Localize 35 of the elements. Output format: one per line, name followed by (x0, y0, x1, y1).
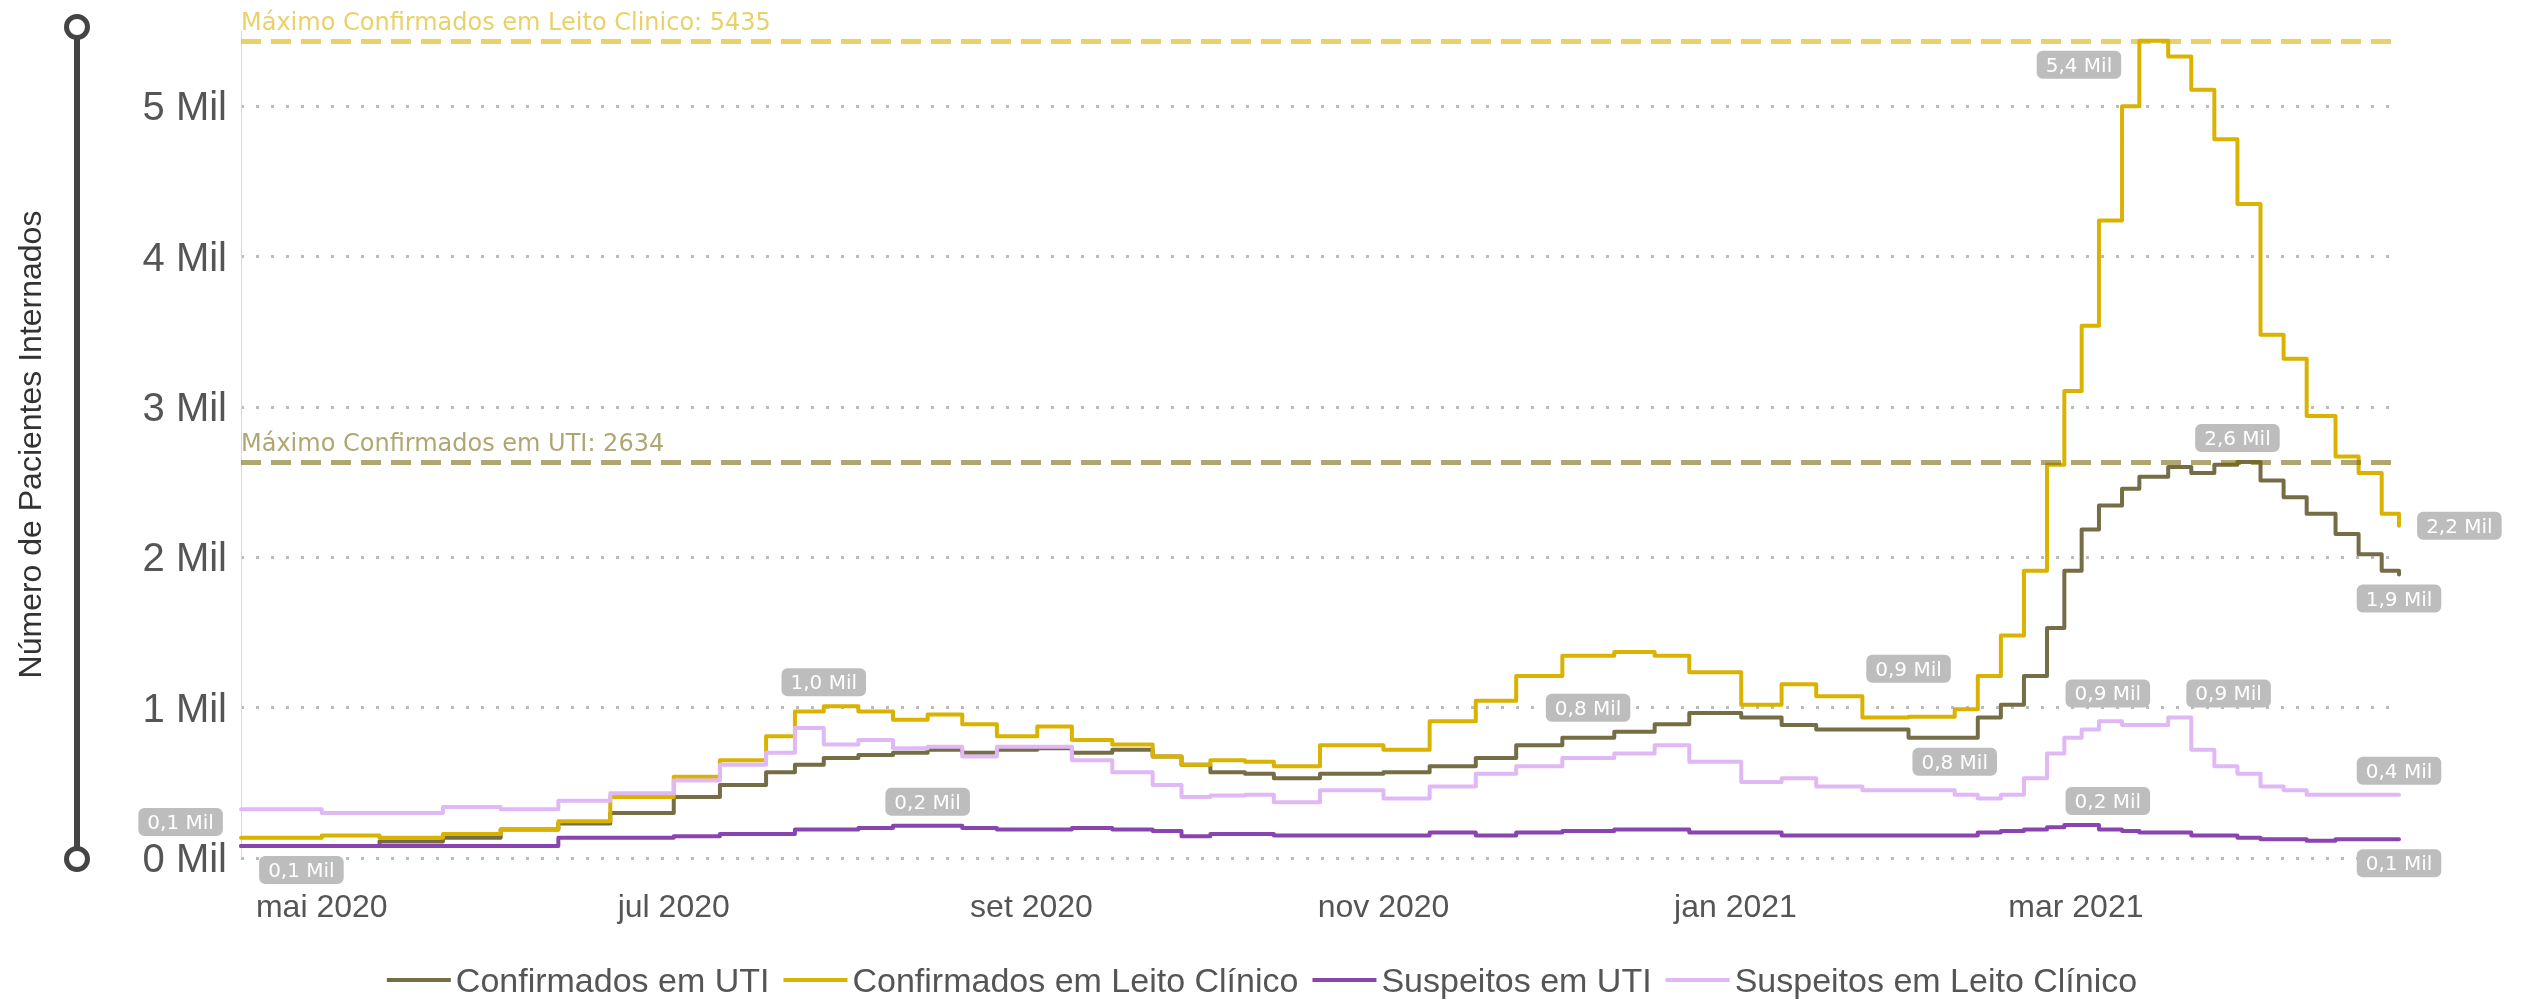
legend-label: Suspeitos em UTI (1381, 961, 1652, 999)
data-label: 0,9 Mil (2074, 681, 2142, 706)
y-tick-label: 1 Mil (142, 685, 227, 730)
y-tick-label: 5 Mil (142, 84, 227, 129)
data-label: 0,2 Mil (894, 789, 961, 814)
x-tick-label: nov 2020 (1317, 888, 1450, 924)
x-tick-label: jan 2021 (1673, 888, 1797, 924)
y-tick-label: 0 Mil (142, 836, 227, 880)
legend-label: Suspeitos em Leito Clínico (1734, 961, 2138, 999)
legend-label: Confirmados em UTI (455, 961, 770, 999)
x-tick-label: mar 2021 (2008, 888, 2144, 924)
data-label: 0,1 Mil (147, 809, 214, 834)
data-label: 0,2 Mil (2074, 788, 2142, 813)
data-label: 5,4 Mil (2045, 52, 2113, 77)
x-tick-label: jul 2020 (616, 888, 730, 924)
data-label: 1,0 Mil (790, 670, 858, 695)
data-label: 0,8 Mil (1554, 695, 1622, 720)
ref-line-label: Máximo Confirmados em UTI: 2634 (241, 428, 665, 457)
y-tick-label: 3 Mil (142, 384, 227, 429)
x-tick-label: mai 2020 (255, 888, 388, 924)
data-label: 0,4 Mil (2365, 758, 2433, 783)
y-axis-title: Número de Pacientes Internados (12, 210, 48, 679)
data-label: 0,8 Mil (1921, 749, 1988, 774)
x-tick-label: set 2020 (970, 888, 1093, 924)
y-tick-label: 4 Mil (142, 234, 227, 279)
data-label: 0,9 Mil (1875, 656, 1942, 681)
data-label: 0,1 Mil (268, 857, 335, 882)
data-label: 0,9 Mil (2195, 681, 2262, 706)
legend-label: Confirmados em Leito Clínico (852, 961, 1299, 999)
data-label: 1,9 Mil (2365, 586, 2433, 611)
data-label: 2,6 Mil (2204, 425, 2271, 450)
ref-line-label: Máximo Confirmados em Leito Clinico: 5435 (241, 7, 771, 36)
data-label: 0,1 Mil (2365, 851, 2433, 876)
data-label: 2,2 Mil (2426, 513, 2493, 538)
y-tick-label: 2 Mil (142, 535, 227, 580)
